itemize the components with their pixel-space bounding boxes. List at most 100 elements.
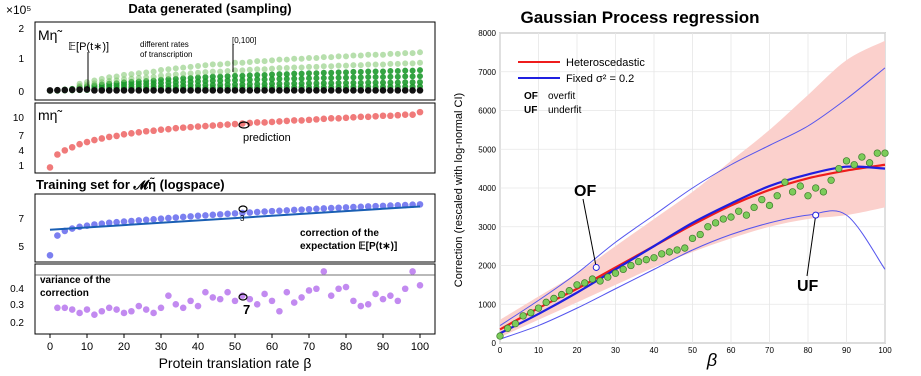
panel-a-point [180, 70, 187, 77]
panel-a-point [217, 73, 224, 80]
panel-a-point [232, 72, 238, 79]
gp-xtick-label: 100 [878, 346, 892, 355]
panel-a-base-point [157, 87, 165, 94]
gp-data-point [642, 256, 650, 264]
panel-c-point [327, 204, 335, 212]
panel-c-point [150, 215, 157, 223]
panel-d-point [142, 306, 150, 313]
panel-d-point [357, 302, 365, 310]
panel-a-base-point [261, 87, 268, 94]
panel-a-point [291, 70, 298, 77]
panel-a-point [387, 79, 394, 86]
panel-a-base-point [320, 87, 328, 94]
panel-a-point [417, 59, 423, 66]
legend-of-text: overfit [548, 91, 575, 102]
panel-a-point [402, 73, 409, 80]
panel-c-point [290, 206, 298, 214]
panel-a-point [283, 65, 290, 72]
panel-a-point [217, 61, 224, 68]
panel-d-point [387, 292, 394, 299]
left-xtick-label: 90 [377, 341, 389, 353]
panel-a-point [320, 54, 327, 61]
panel-a-point [165, 72, 172, 79]
gp-ytick-label: 1000 [478, 300, 496, 309]
panel-c-point [357, 203, 365, 211]
panel-a-base-point [416, 87, 424, 94]
panel-a-base-point [165, 87, 172, 94]
panel-a-point [417, 73, 423, 80]
panel-a-point [291, 75, 298, 82]
panel-a-point [187, 70, 194, 77]
panel-a-point [335, 80, 342, 87]
gp-data-point [765, 201, 774, 210]
panel-a-base-point [231, 87, 239, 94]
panel-d-point [179, 304, 187, 312]
panel-d-points [54, 268, 424, 319]
panel-a-base-point [379, 87, 387, 94]
panel-a-point [254, 76, 261, 83]
gp-xtick-label: 50 [688, 346, 697, 355]
panel-d-point [61, 304, 69, 312]
panel-a-point [165, 66, 172, 73]
prediction-annotation: prediction [243, 132, 291, 144]
panel-a-point [357, 68, 364, 75]
scale-label: ×10⁵ [6, 3, 31, 17]
panel-a-base-point [98, 87, 106, 94]
panel-a-base-point [283, 87, 291, 94]
panel-a-base-point [372, 87, 379, 94]
panel-a-point [365, 51, 372, 58]
panel-b-point [409, 111, 416, 119]
panel-a-point [306, 75, 312, 82]
panel-d-point [350, 297, 357, 305]
panel-d-point [401, 285, 409, 293]
panel-d-yticks: 0.4 0.3 0.2 [10, 284, 24, 329]
panel-c-point [120, 218, 128, 225]
panel-b-point [187, 123, 194, 131]
gp-data-point [711, 219, 720, 227]
panel-c-point [216, 211, 224, 218]
panel-a-base-point [394, 87, 402, 94]
panel-a-base-point [350, 87, 357, 94]
panel-a-point [269, 71, 275, 78]
panel-b-point [276, 118, 283, 125]
gp-xlabel: β [706, 350, 717, 370]
panel-a-point [372, 61, 379, 68]
gp-data-point [627, 261, 635, 270]
panel-d-point [290, 299, 298, 306]
panel-a-point [261, 66, 268, 73]
panel-d-ytick: 0.4 [10, 284, 24, 295]
panel-a-point [387, 50, 394, 57]
panel-a-point [283, 80, 290, 87]
panel-a-point [409, 50, 416, 57]
gp-ytick-label: 2000 [478, 262, 496, 271]
gp-data-point [827, 176, 835, 184]
left-xtick-label: 80 [340, 341, 352, 353]
panel-c-point [165, 214, 172, 222]
panel-a-base-point [401, 87, 409, 94]
panel-a-base-point [290, 87, 298, 94]
left-xtick-label: 60 [266, 341, 278, 353]
panel-a-point [172, 71, 179, 78]
panel-b-point [120, 131, 128, 138]
panel-a-point [394, 68, 401, 75]
panel-b-point [209, 122, 217, 129]
panel-a-point [365, 68, 372, 75]
panel-d-point [327, 292, 335, 299]
panel-a-point [380, 51, 386, 58]
panel-a-point [320, 63, 327, 70]
panel-b-point [105, 133, 113, 141]
panel-a-base-point [76, 86, 83, 93]
panel-a-base-point [305, 87, 313, 94]
gp-data-point [835, 164, 843, 173]
panel-d-point [268, 297, 276, 305]
panel-a-points [46, 49, 424, 94]
panel-a-point [195, 74, 201, 81]
gp-ylabel: Correction (rescaled with log-normal CI) [453, 93, 465, 287]
panel-c-point [105, 219, 113, 227]
panel-a-point [224, 77, 231, 84]
left-xtick-label: 70 [303, 341, 315, 353]
gp-data-point [796, 182, 804, 190]
panel-a-point [365, 79, 372, 86]
panel-d-point [394, 297, 402, 305]
panel-b-point [157, 126, 165, 133]
